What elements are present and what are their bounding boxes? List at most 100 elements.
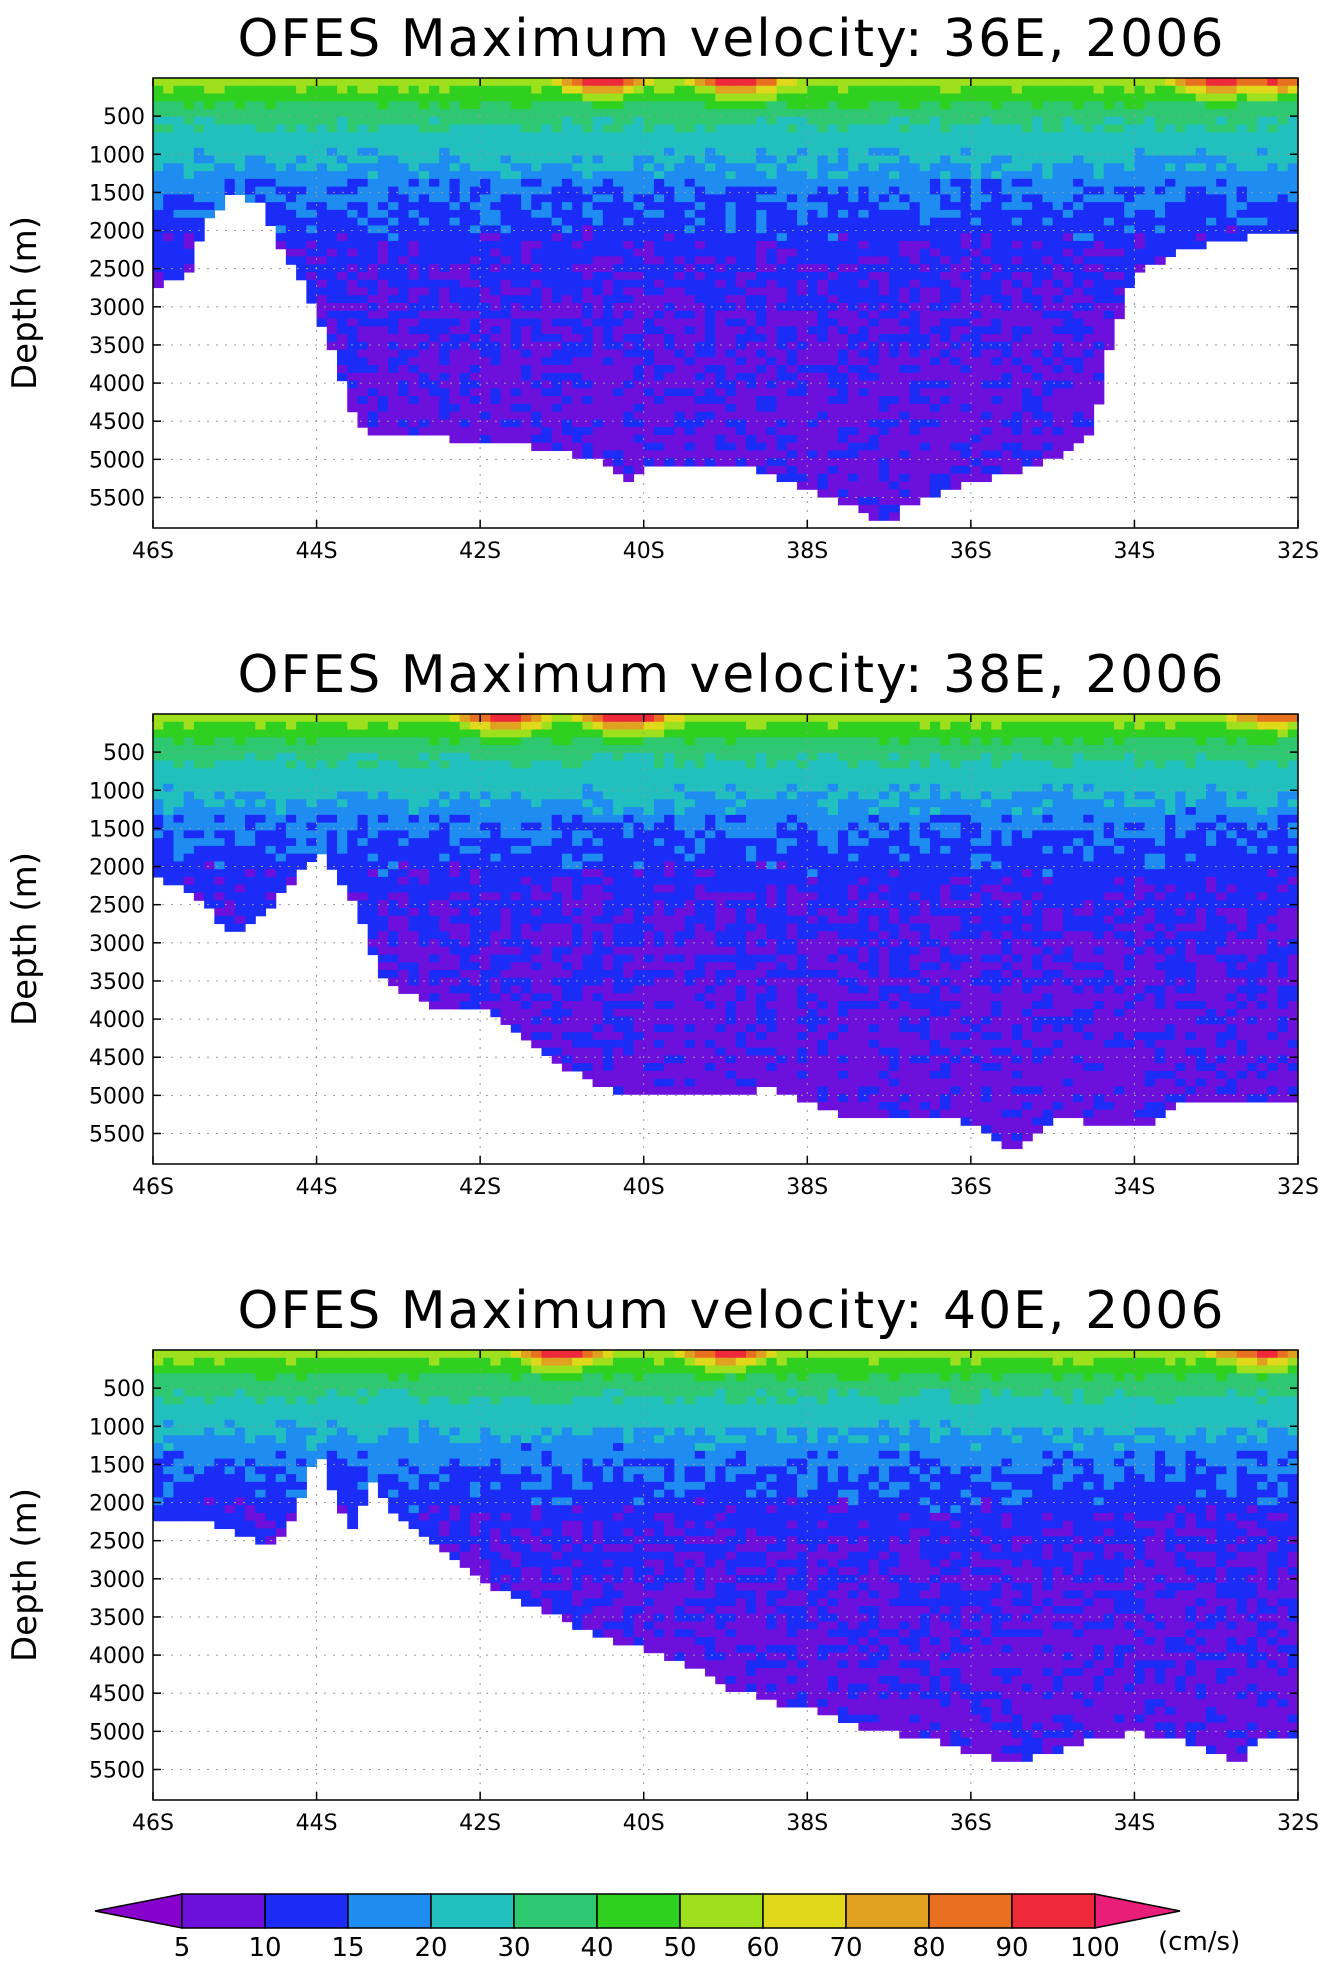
field-cell bbox=[193, 186, 205, 195]
field-cell bbox=[797, 109, 808, 118]
field-cell bbox=[153, 147, 164, 157]
field-cell bbox=[991, 225, 1003, 234]
field-cell bbox=[1052, 256, 1064, 265]
field-cell bbox=[234, 85, 246, 95]
field-cell bbox=[1052, 279, 1064, 289]
field-cell bbox=[643, 442, 655, 452]
field-cell bbox=[234, 116, 246, 126]
field-cell bbox=[878, 365, 890, 374]
field-cell bbox=[551, 403, 563, 413]
field-cell bbox=[531, 240, 543, 250]
field-cell bbox=[153, 729, 164, 738]
field-cell bbox=[275, 194, 287, 203]
field-cell bbox=[1195, 116, 1207, 126]
field-cell bbox=[500, 279, 512, 289]
field-cell bbox=[377, 194, 389, 203]
field-cell bbox=[653, 163, 665, 172]
field-cell bbox=[357, 85, 369, 95]
field-cell bbox=[347, 248, 359, 258]
field-cell bbox=[234, 178, 246, 188]
field-cell bbox=[265, 171, 277, 180]
field-cell bbox=[899, 318, 911, 327]
field-cell bbox=[1113, 264, 1125, 273]
field-cell bbox=[1246, 186, 1258, 195]
field-cell bbox=[377, 318, 389, 327]
field-cell bbox=[1021, 186, 1033, 195]
field-cell bbox=[745, 124, 757, 133]
field-cell bbox=[735, 403, 747, 413]
field-cell bbox=[245, 178, 256, 188]
field-cell bbox=[551, 365, 563, 374]
field-cell bbox=[878, 256, 890, 265]
field-cell bbox=[1277, 178, 1289, 188]
field-cell bbox=[541, 380, 553, 389]
field-cell bbox=[377, 427, 389, 436]
field-cell bbox=[1113, 194, 1125, 203]
field-cell bbox=[1134, 178, 1146, 188]
field-cell bbox=[429, 295, 440, 304]
field-cell bbox=[1032, 202, 1044, 211]
field-cell bbox=[347, 365, 359, 374]
field-cell bbox=[960, 101, 972, 110]
field-cell bbox=[1001, 240, 1013, 250]
field-cell bbox=[275, 884, 287, 894]
field-cell bbox=[224, 109, 236, 118]
field-cell bbox=[1165, 116, 1176, 126]
field-cell bbox=[214, 745, 226, 754]
field-cell bbox=[919, 481, 931, 490]
field-cell bbox=[929, 248, 941, 258]
field-cell bbox=[899, 109, 911, 118]
field-cell bbox=[1062, 334, 1074, 343]
field-cell bbox=[1205, 101, 1217, 110]
field-cell bbox=[480, 101, 491, 110]
field-cell bbox=[592, 442, 604, 452]
field-cell bbox=[919, 140, 931, 149]
field-cell bbox=[490, 341, 502, 351]
field-cell bbox=[439, 109, 451, 118]
field-cell bbox=[1236, 132, 1248, 141]
field-cell bbox=[316, 217, 328, 227]
field-cell bbox=[490, 434, 502, 444]
field-cell bbox=[674, 372, 686, 382]
field-cell bbox=[592, 93, 604, 102]
field-cell bbox=[193, 892, 205, 901]
field-cell bbox=[357, 372, 369, 382]
field-cell bbox=[633, 271, 645, 281]
field-cell bbox=[521, 256, 532, 265]
field-cell bbox=[367, 427, 379, 436]
field-cell bbox=[715, 287, 727, 296]
field-cell bbox=[398, 295, 410, 304]
field-cell bbox=[418, 341, 430, 351]
field-cell bbox=[337, 155, 348, 164]
field-cell bbox=[490, 209, 502, 219]
field-cell bbox=[940, 124, 952, 133]
field-cell bbox=[613, 171, 624, 180]
field-cell bbox=[899, 372, 911, 382]
field-cell bbox=[633, 202, 645, 211]
field-cell bbox=[1287, 171, 1298, 180]
field-cell bbox=[735, 155, 747, 164]
field-cell bbox=[715, 101, 727, 110]
field-cell bbox=[1257, 147, 1268, 157]
field-cell bbox=[326, 248, 338, 258]
field-cell bbox=[725, 109, 737, 118]
field-cell bbox=[745, 427, 757, 436]
field-cell bbox=[1246, 194, 1258, 203]
field-cell bbox=[582, 411, 594, 420]
field-cell bbox=[490, 124, 502, 133]
field-cell bbox=[1073, 271, 1084, 281]
field-cell bbox=[878, 78, 890, 87]
field-cell bbox=[1103, 295, 1115, 304]
field-cell bbox=[245, 900, 256, 909]
field-cell bbox=[357, 155, 369, 164]
field-cell bbox=[1103, 202, 1115, 211]
field-cell bbox=[674, 155, 686, 164]
field-cell bbox=[245, 892, 256, 901]
field-cell bbox=[1216, 225, 1228, 234]
field-cell bbox=[1185, 171, 1197, 180]
field-cell bbox=[296, 768, 307, 777]
field-cell bbox=[858, 396, 870, 405]
field-cell bbox=[337, 209, 348, 219]
field-cell bbox=[756, 341, 767, 351]
field-cell bbox=[1195, 194, 1207, 203]
